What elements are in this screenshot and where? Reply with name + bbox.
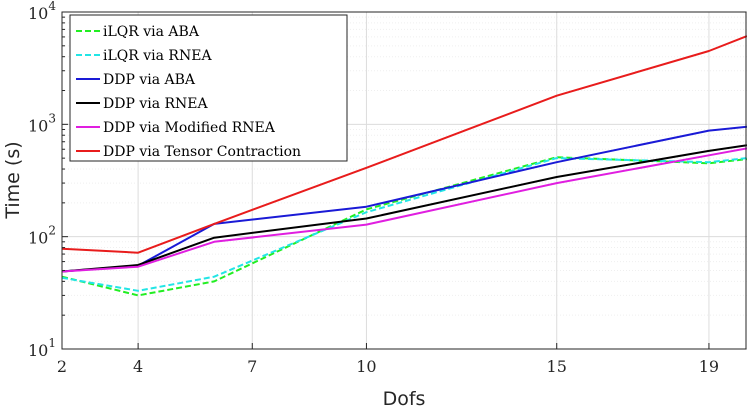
x-tick-label-0: 2 (57, 357, 67, 376)
series-layer (61, 35, 747, 297)
series-line-3 (61, 144, 747, 273)
x-tick-label-3: 10 (356, 357, 376, 376)
legend-label-3: DDP via RNEA (103, 96, 209, 112)
x-tick-label-4: 15 (547, 357, 567, 376)
series-line-4 (61, 147, 747, 273)
series-line-1 (61, 157, 747, 292)
legend-label-0: iLQR via ABA (103, 24, 200, 40)
legend-label-2: DDP via ABA (103, 72, 196, 88)
y-axis-label: Time (s) (2, 141, 24, 219)
y-tick-label-0: 101 (28, 336, 56, 360)
y-tick-label-3: 104 (28, 0, 56, 23)
plot-frame (61, 11, 747, 350)
legend-label-1: iLQR via RNEA (103, 48, 212, 64)
legend-box (69, 14, 348, 162)
x-tick-label-2: 7 (247, 357, 257, 376)
series-line-5 (61, 35, 747, 254)
series-line-0 (61, 156, 747, 297)
legend-label-5: DDP via Tensor Contraction (103, 144, 301, 160)
y-tick-label-2: 103 (28, 111, 56, 135)
x-tick-label-1: 4 (133, 357, 143, 376)
x-tick-label-5: 19 (699, 357, 719, 376)
y-tick-label-1: 102 (28, 224, 56, 248)
tick-layer: 2 4 7 10 15 19 101 102 103 104 (28, 0, 719, 376)
legend-label-4: DDP via Modified RNEA (103, 120, 276, 136)
x-axis-label: Dofs (383, 388, 426, 408)
legend: iLQR via ABA iLQR via RNEA DDP via ABA DDP … (69, 14, 348, 162)
